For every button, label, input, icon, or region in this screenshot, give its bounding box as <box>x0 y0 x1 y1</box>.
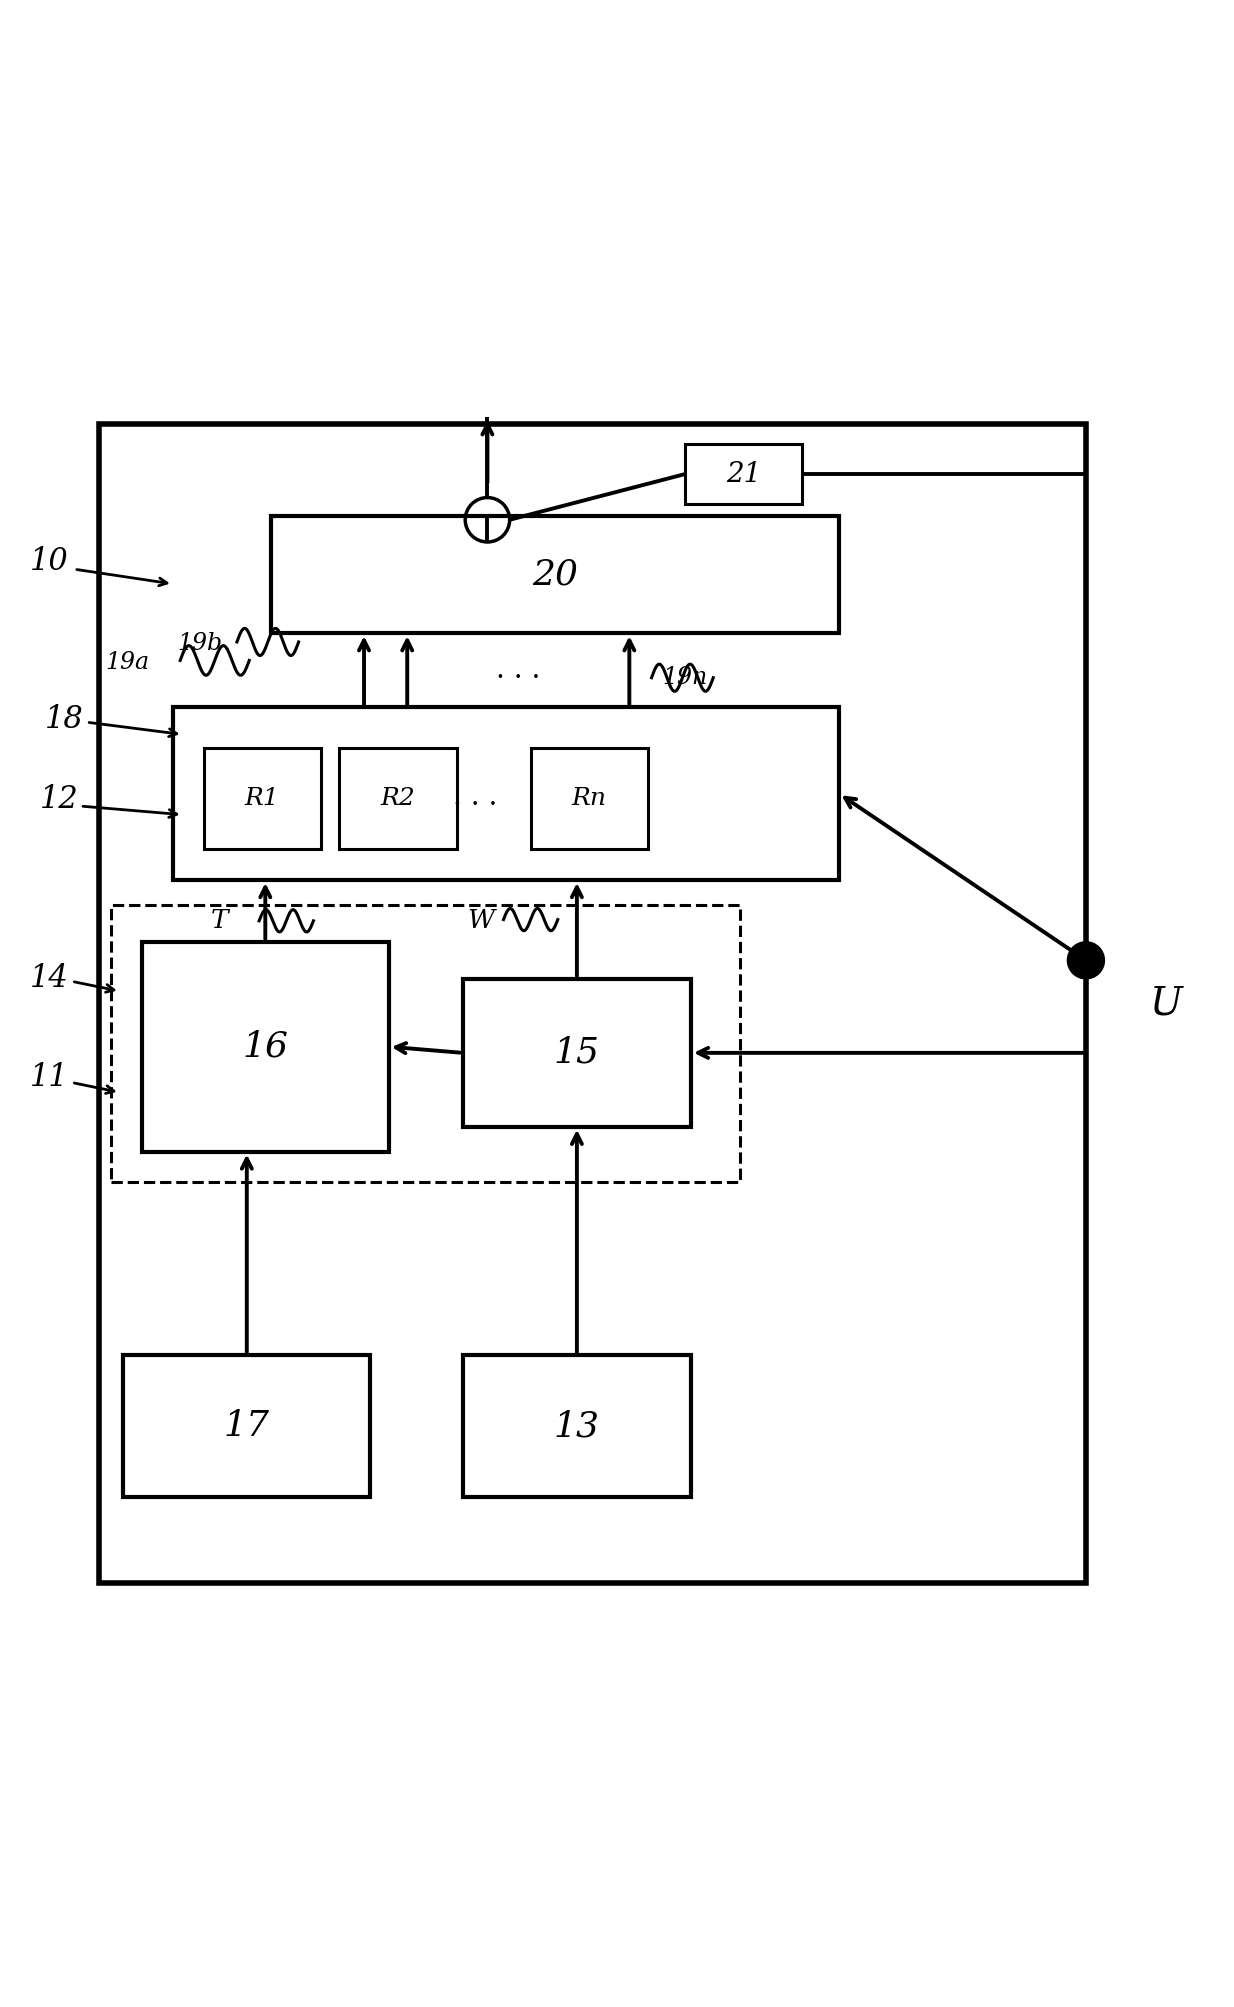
Text: 15: 15 <box>554 1036 600 1070</box>
Text: 11: 11 <box>30 1062 69 1094</box>
Text: Rn: Rn <box>571 787 607 811</box>
Bar <box>173 706 839 881</box>
Text: R2: R2 <box>380 787 416 811</box>
Text: U: U <box>1150 985 1182 1022</box>
Text: 19a: 19a <box>105 652 149 674</box>
Text: . . .: . . . <box>453 785 497 811</box>
Text: R1: R1 <box>244 787 280 811</box>
Bar <box>142 941 389 1152</box>
Bar <box>463 1355 691 1497</box>
Text: 14: 14 <box>30 963 69 993</box>
Bar <box>685 444 802 504</box>
Text: T: T <box>211 909 228 933</box>
Bar <box>204 749 321 849</box>
Text: 19n: 19n <box>663 666 707 688</box>
Bar <box>99 423 1086 1584</box>
Text: 20: 20 <box>532 558 579 592</box>
Bar <box>111 905 740 1182</box>
Bar <box>531 749 648 849</box>
Text: 17: 17 <box>223 1409 270 1443</box>
Text: W: W <box>468 909 495 933</box>
Text: 19b: 19b <box>178 632 222 654</box>
Bar <box>123 1355 370 1497</box>
Text: 21: 21 <box>726 462 761 488</box>
Bar <box>271 516 839 634</box>
Bar <box>463 979 691 1126</box>
Text: 10: 10 <box>30 546 69 578</box>
Text: 16: 16 <box>242 1030 289 1064</box>
Text: . . .: . . . <box>496 656 540 684</box>
Text: 12: 12 <box>39 785 79 815</box>
Circle shape <box>1067 941 1104 979</box>
Text: 18: 18 <box>44 704 84 735</box>
Text: 13: 13 <box>554 1409 600 1443</box>
Bar <box>339 749 457 849</box>
